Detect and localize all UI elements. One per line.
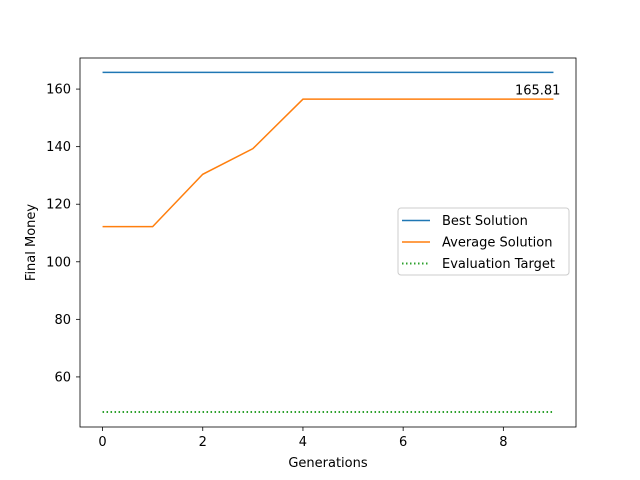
y-tick-label: 160 — [46, 83, 71, 98]
annotation-label: 165.81 — [515, 83, 561, 98]
y-tick-label: 60 — [54, 370, 71, 385]
y-tick-label: 100 — [46, 255, 71, 270]
legend-label: Average Solution — [442, 236, 552, 251]
series-layer — [102, 71, 554, 414]
legend-box — [397, 207, 570, 276]
y-tick-label: 80 — [54, 313, 71, 328]
x-tick-label: 4 — [299, 435, 307, 450]
x-tick-label: 2 — [199, 435, 207, 450]
annotation-layer: 165.81 — [515, 83, 561, 98]
y-tick-label: 120 — [46, 198, 71, 213]
legend: Best Solution Average Solution Evaluation … — [397, 207, 570, 276]
x-tick-label: 0 — [98, 435, 106, 450]
x-tick-label: 8 — [499, 435, 507, 450]
axes-layer: 0 2 4 6 8 60 80 100 120 140 160 — [46, 83, 507, 450]
x-axis-label: Generations — [288, 456, 368, 471]
legend-label: Evaluation Target — [442, 257, 555, 272]
y-axis-label: Final Money — [24, 204, 39, 282]
series-line-1 — [102, 98, 554, 228]
x-tick-label: 6 — [399, 435, 407, 450]
legend-label: Best Solution — [442, 214, 528, 229]
y-tick-label: 140 — [46, 140, 71, 155]
